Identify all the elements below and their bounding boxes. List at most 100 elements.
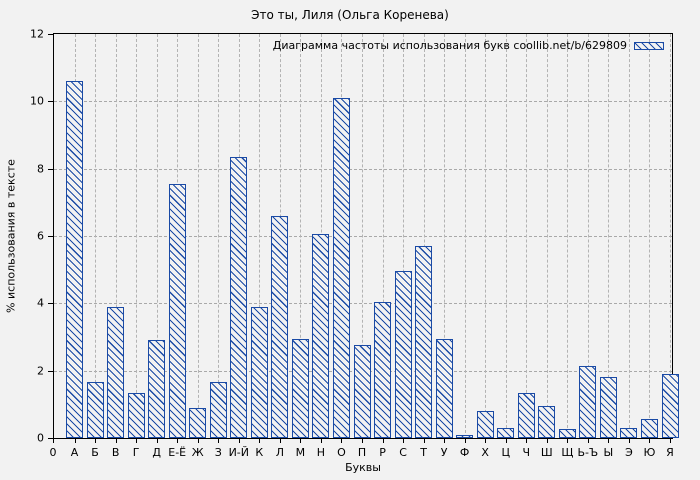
gridline-v <box>95 34 97 438</box>
x-tick <box>649 439 651 443</box>
bar <box>66 81 84 438</box>
bar <box>415 246 433 438</box>
gridline-v <box>587 34 589 438</box>
gridline-v <box>115 34 117 438</box>
gridline-v <box>464 34 466 438</box>
x-tick-label: И-Й <box>228 446 250 459</box>
gridline-v <box>670 34 671 438</box>
x-tick <box>670 439 671 443</box>
bar <box>517 392 535 438</box>
x-tick-label: С <box>399 446 407 459</box>
gridline-v <box>649 34 651 438</box>
x-tick <box>567 439 569 443</box>
x-tick <box>546 439 548 443</box>
x-tick <box>136 439 138 443</box>
bar <box>291 338 309 438</box>
gridline-v <box>505 34 507 438</box>
x-tick <box>74 439 76 443</box>
x-tick-label: Х <box>481 446 489 459</box>
gridline-v <box>218 34 220 438</box>
bar <box>86 382 104 438</box>
x-tick <box>177 439 179 443</box>
y-tick-label: 4 <box>37 296 44 310</box>
x-tick-label: Г <box>132 446 140 459</box>
x-tick <box>444 439 446 443</box>
bar <box>456 434 474 438</box>
bar <box>579 365 597 438</box>
x-tick-label: В <box>111 446 120 459</box>
x-tick-label: Ж <box>191 446 204 459</box>
x-tick-label: Ш <box>540 446 553 459</box>
x-tick-label: О <box>337 446 346 459</box>
legend: Диаграмма частоты использования букв coo… <box>273 39 664 52</box>
bar <box>661 374 679 438</box>
gridline-h <box>54 101 672 103</box>
x-tick-label: Т <box>420 446 427 459</box>
x-tick <box>300 439 302 443</box>
x-tick-label: У <box>440 446 448 459</box>
y-tick-label: 2 <box>37 364 44 378</box>
y-tick <box>48 236 53 237</box>
bar <box>476 411 494 438</box>
x-tick <box>259 439 261 443</box>
x-tick-label: Р <box>379 446 386 459</box>
x-tick <box>341 439 343 443</box>
bar <box>107 306 125 438</box>
x-tick-label: Щ <box>561 446 574 459</box>
y-tick <box>48 101 53 103</box>
bar <box>394 271 412 438</box>
gridline-v <box>444 34 446 438</box>
y-tick-label: 12 <box>30 27 44 41</box>
x-tick <box>156 439 158 443</box>
bar <box>599 377 617 438</box>
x-tick-label: Э <box>625 446 633 459</box>
bar <box>250 306 268 438</box>
bar <box>538 406 556 438</box>
x-tick-label: Ф <box>459 446 470 459</box>
gridline-v <box>362 34 363 438</box>
x-tick-label: П <box>357 446 367 459</box>
x-tick-label: 0 <box>49 446 57 459</box>
x-tick-label: Ю <box>643 446 656 459</box>
gridline-v <box>300 34 302 438</box>
gridline-v <box>567 34 569 438</box>
x-tick <box>279 439 281 443</box>
gridline-h <box>54 168 672 170</box>
y-tick-label: 8 <box>37 162 44 176</box>
x-tick-label: К <box>255 446 264 459</box>
gridline-v <box>608 34 610 438</box>
x-tick-label: Д <box>152 446 161 459</box>
gridline-v <box>382 34 384 438</box>
x-tick <box>238 439 240 443</box>
bar <box>497 427 515 438</box>
bar <box>271 215 289 438</box>
x-tick-label: Н <box>316 446 326 459</box>
gridline-v <box>197 34 199 438</box>
bar <box>127 392 145 438</box>
x-tick <box>587 439 589 443</box>
bar <box>209 382 227 438</box>
bar <box>353 345 371 438</box>
x-tick <box>505 439 507 443</box>
legend-swatch-icon <box>634 41 664 50</box>
y-tick <box>48 370 53 372</box>
y-tick-label: 6 <box>37 229 44 243</box>
bar <box>332 97 350 438</box>
bar <box>148 340 166 438</box>
gridline-v <box>628 34 630 438</box>
x-tick <box>464 439 466 443</box>
x-tick <box>95 439 97 443</box>
gridline-v <box>403 34 405 438</box>
bar <box>558 428 576 438</box>
plot-area: Диаграмма частоты использования букв coo… <box>53 33 679 439</box>
bar <box>640 419 658 438</box>
legend-label: Диаграмма частоты использования букв coo… <box>272 39 627 52</box>
x-tick <box>115 439 117 443</box>
x-tick-label: Е-Ё <box>168 446 187 459</box>
y-tick <box>48 303 53 305</box>
gridline-v <box>259 34 261 438</box>
x-tick-label: Ч <box>522 446 531 459</box>
y-tick <box>48 438 53 439</box>
x-tick-label: А <box>70 446 79 459</box>
